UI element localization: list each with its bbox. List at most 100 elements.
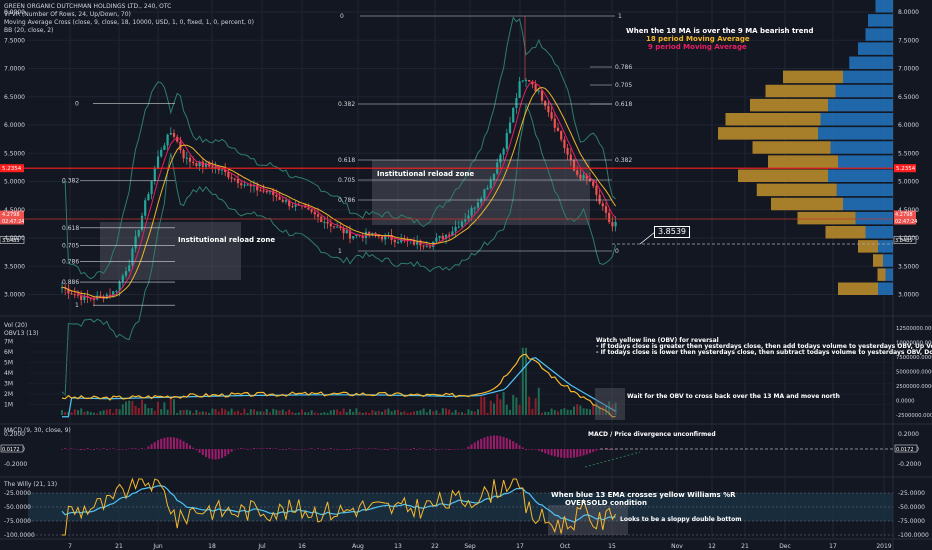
macd-bar	[547, 449, 550, 455]
candle-body	[124, 271, 128, 276]
willy-zone	[548, 505, 628, 535]
candle-body	[332, 226, 336, 228]
macd-bar	[531, 449, 534, 450]
candle-body	[275, 194, 278, 197]
legend-willy: The Willy (21, 13)	[4, 481, 58, 488]
volume-bar	[89, 412, 92, 415]
volume-bar	[553, 410, 556, 415]
candle-body	[534, 84, 537, 92]
macd-bar	[473, 442, 476, 449]
fib-label-right-end: 0.705	[615, 82, 632, 89]
volume-bar	[118, 409, 121, 415]
volume-bar	[237, 410, 239, 415]
macd-bar	[425, 448, 428, 450]
price-tick-right: 5.0000	[898, 179, 919, 186]
candle-body	[67, 288, 70, 294]
x-tick-label: Jul	[257, 543, 266, 550]
macd-bar	[233, 449, 236, 450]
candle-body	[512, 107, 515, 123]
candle-body	[198, 161, 201, 167]
macd-bar	[413, 447, 415, 449]
volume-bar	[313, 412, 316, 415]
fib-label-right-start: 0.786	[338, 197, 355, 204]
volume-bar	[86, 411, 89, 415]
macd-bar	[291, 448, 294, 450]
macd-bar	[448, 449, 451, 450]
vpvr-bar-down	[738, 169, 828, 182]
volume-bar	[240, 412, 243, 415]
red-level-right: 5.2354	[896, 166, 916, 172]
volume-bar	[83, 411, 86, 415]
candle-body	[131, 248, 134, 266]
candle-body	[294, 204, 297, 207]
price-tick-right: 4.5000	[898, 207, 919, 214]
volume-bar	[608, 401, 611, 415]
vpvr-bar-up	[828, 169, 893, 182]
price-callout: 3.8539	[654, 226, 690, 238]
volume-bar	[502, 392, 505, 415]
candle-body	[281, 199, 284, 202]
x-tick-label: 17	[516, 543, 524, 550]
volume-bar	[509, 409, 511, 415]
candle-body	[291, 206, 294, 208]
candle-body	[307, 207, 310, 210]
candle-body	[272, 190, 275, 195]
candle-body	[89, 298, 92, 300]
macd-bar	[150, 444, 153, 449]
volume-bar	[77, 410, 79, 415]
candle-body	[448, 234, 451, 236]
vpvr-bar-up	[818, 127, 893, 140]
obv-note-1: Watch yellow line (OBV) for reversal	[596, 337, 719, 344]
fib-label-left: 0	[75, 101, 79, 108]
macd-bar	[275, 448, 278, 449]
volume-bar	[227, 411, 230, 415]
macd-bar	[397, 449, 399, 450]
macd-bar	[160, 438, 163, 449]
macd-bar	[147, 446, 150, 449]
volume-bar	[499, 399, 502, 415]
macd-bar	[134, 448, 137, 449]
macd-bar	[278, 449, 281, 450]
candle-body	[576, 170, 579, 175]
volume-bar	[310, 410, 313, 415]
volume-bar	[457, 412, 460, 415]
candle-body	[486, 188, 489, 190]
volume-bar	[182, 409, 185, 415]
candle-body	[236, 178, 240, 184]
volume-bar	[137, 408, 140, 415]
vpvr-bar-up	[849, 56, 893, 69]
macd-bar	[502, 436, 505, 449]
volume-bar	[249, 409, 252, 415]
volume-bar	[397, 409, 399, 415]
price-tick-left: 4.5000	[4, 207, 25, 214]
macd-bar	[416, 449, 419, 450]
vpvr-bar-up	[830, 141, 893, 154]
volume-bar	[544, 411, 547, 415]
price-badge-right	[894, 217, 916, 225]
volume-bar	[333, 409, 335, 415]
x-tick-label: Aug	[352, 543, 364, 550]
macd-bar	[553, 449, 556, 457]
candle-body	[572, 159, 576, 171]
candle-body	[233, 178, 236, 180]
macd-bar	[198, 449, 201, 453]
obv-tick-right: 12500000.0000	[896, 326, 932, 332]
macd-bar	[393, 448, 396, 449]
macd-bar	[573, 449, 575, 458]
price-tick-left: 7.5000	[4, 37, 25, 44]
volume-bar	[80, 408, 83, 415]
price-badge-left-text: 02:47:24	[2, 219, 24, 225]
macd-bar	[361, 448, 364, 450]
vpvr-bar-down	[752, 141, 831, 154]
candle-body	[608, 212, 611, 222]
axes: 7 21 Jun 18 Jul 16 Aug 13 22 Sep 17 Oct 15 Nov 12 21 Dec…	[4, 9, 919, 550]
candle-body	[144, 200, 147, 216]
volume-bar	[185, 409, 188, 415]
macd-bar	[294, 449, 297, 450]
macd-bar	[432, 448, 435, 450]
volume-bar	[339, 411, 342, 415]
macd-bar	[189, 445, 191, 449]
fib-label-left: 0.382	[62, 177, 79, 184]
price-tick-left: 6.0000	[4, 122, 25, 129]
candle-body	[396, 242, 400, 244]
